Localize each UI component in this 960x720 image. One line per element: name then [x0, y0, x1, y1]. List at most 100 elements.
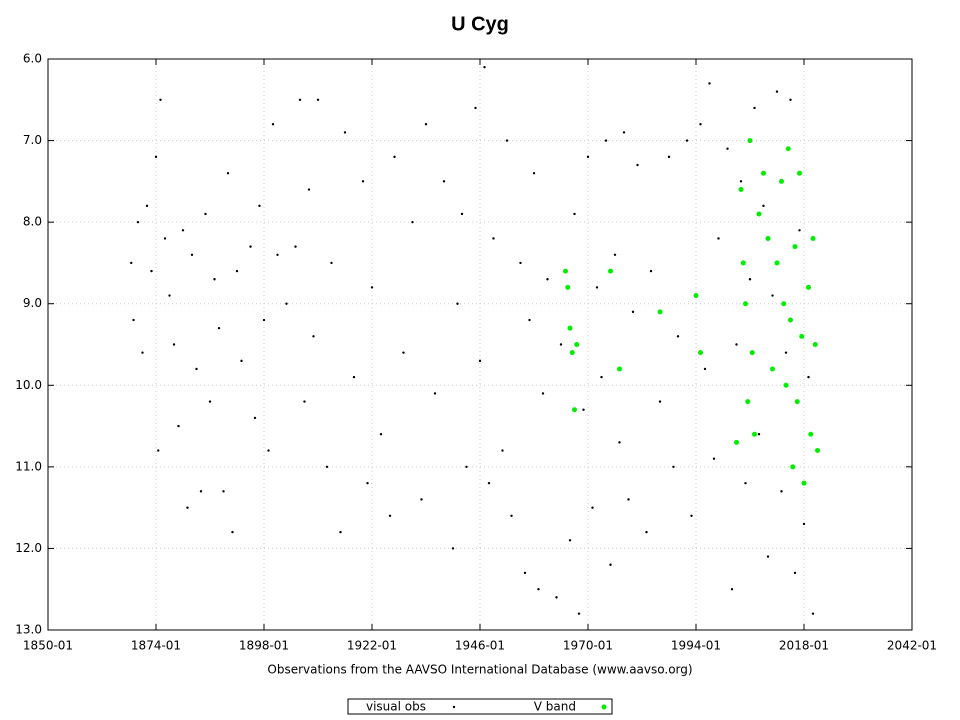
point: [717, 237, 720, 240]
point: [586, 155, 590, 159]
point: [568, 539, 572, 542]
point: [483, 65, 486, 69]
x-tick-label: 1874-01: [131, 639, 181, 653]
point: [649, 269, 653, 273]
point: [744, 481, 747, 485]
point: [393, 155, 396, 159]
point: [285, 302, 288, 305]
point: [546, 278, 549, 281]
point: [276, 253, 279, 256]
point: [591, 506, 594, 509]
legend-marker: [601, 704, 607, 710]
point: [204, 212, 207, 216]
point: [609, 563, 612, 566]
point: [770, 366, 775, 372]
point: [253, 416, 257, 420]
point: [172, 343, 176, 346]
point: [765, 235, 771, 241]
point: [145, 204, 149, 208]
point: [505, 139, 509, 142]
point: [752, 431, 757, 437]
point: [790, 464, 796, 470]
point: [657, 309, 663, 315]
point: [424, 123, 428, 126]
point: [784, 351, 788, 354]
point: [779, 178, 784, 184]
point: [693, 293, 699, 299]
point: [807, 375, 810, 379]
point: [510, 514, 513, 517]
point: [771, 294, 774, 297]
point: [217, 326, 221, 330]
point: [352, 375, 356, 379]
plot-frame: [47, 58, 913, 631]
point: [199, 490, 203, 493]
point: [168, 294, 171, 297]
point: [307, 188, 311, 191]
x-tick-label: 1994-01: [671, 639, 721, 653]
point: [541, 392, 545, 395]
point: [208, 400, 212, 403]
y-tick-label: 11.0: [15, 459, 42, 473]
point: [312, 335, 315, 338]
point: [487, 481, 491, 485]
legend-box: [347, 698, 613, 715]
point: [262, 318, 266, 322]
point: [190, 253, 194, 256]
point: [523, 571, 527, 575]
point: [810, 235, 816, 241]
point: [574, 342, 580, 347]
point: [617, 366, 622, 372]
x-tick-label: 1850-01: [23, 639, 73, 653]
chart-title: U Cyg: [451, 13, 509, 35]
x-tick-label: 1898-01: [239, 639, 289, 653]
point: [690, 514, 693, 517]
y-tick-label: 10.0: [15, 378, 42, 392]
point: [567, 325, 573, 331]
point: [622, 131, 626, 134]
point: [325, 465, 329, 469]
point: [645, 530, 648, 534]
point: [402, 351, 405, 354]
x-axis-label: Observations from the AAVSO Internationa…: [267, 663, 692, 677]
point: [747, 138, 753, 144]
point: [808, 431, 814, 437]
point: [569, 350, 575, 356]
legend-marker: [452, 705, 456, 709]
point: [631, 310, 635, 314]
point: [811, 612, 815, 615]
point: [756, 211, 762, 217]
point: [745, 399, 751, 405]
point: [451, 547, 455, 550]
point: [132, 318, 135, 322]
point: [528, 318, 531, 322]
point: [738, 187, 744, 193]
point: [667, 155, 671, 159]
point: [465, 465, 468, 469]
point: [519, 261, 522, 265]
point: [555, 596, 558, 599]
point: [572, 407, 577, 413]
point: [676, 335, 680, 338]
point: [789, 98, 792, 101]
point: [222, 490, 225, 493]
point: [780, 490, 783, 493]
point: [726, 147, 729, 150]
point: [361, 180, 365, 183]
point: [235, 269, 239, 273]
point: [343, 131, 347, 134]
point: [799, 333, 805, 339]
point: [740, 260, 746, 266]
point: [240, 359, 243, 363]
x-tick-label: 2018-01: [779, 639, 829, 653]
point: [708, 82, 711, 85]
legend: visual obs V band: [347, 698, 613, 715]
point: [699, 123, 702, 126]
y-tick-label: 7.0: [23, 133, 42, 147]
point: [748, 278, 752, 281]
point: [226, 172, 230, 175]
legend-label: visual obs: [366, 700, 426, 714]
point: [761, 170, 766, 176]
point: [762, 204, 765, 208]
